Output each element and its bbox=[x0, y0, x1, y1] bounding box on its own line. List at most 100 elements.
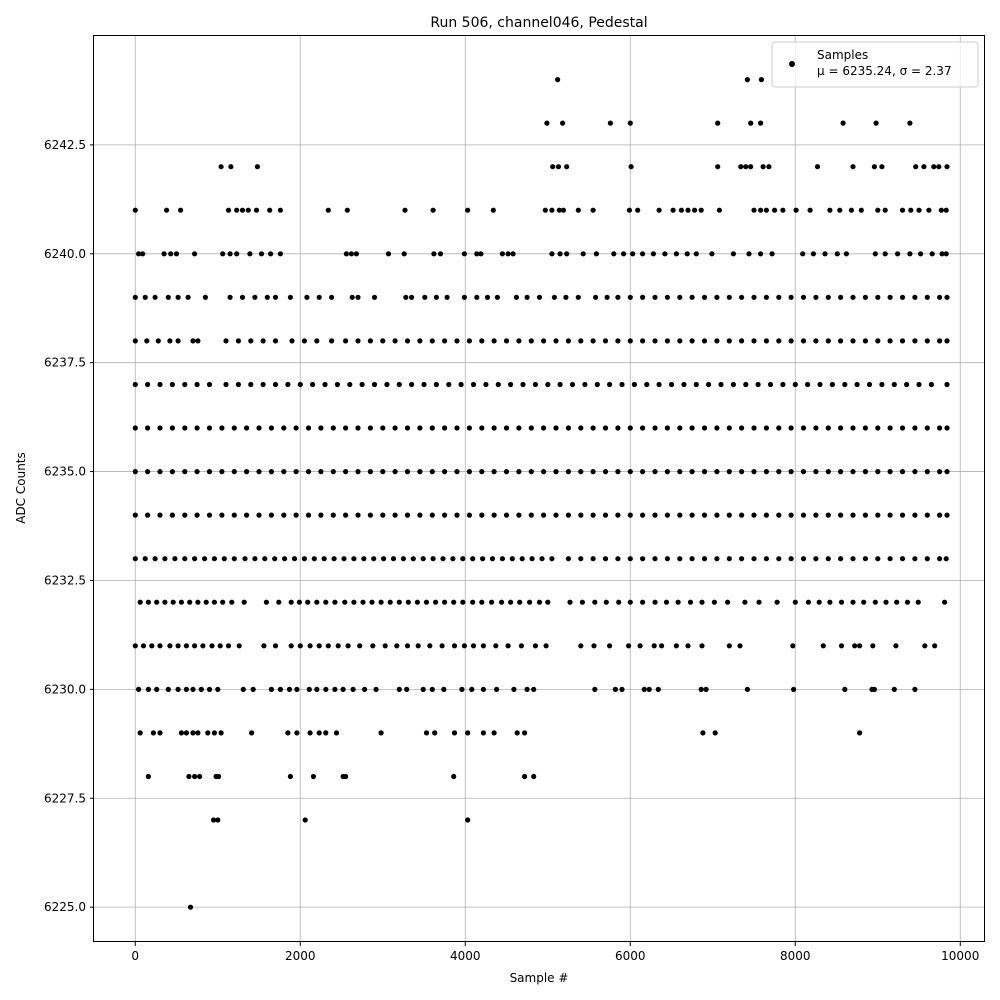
data-point bbox=[716, 207, 723, 213]
data-point bbox=[887, 294, 893, 300]
data-point bbox=[277, 207, 283, 213]
data-point bbox=[739, 338, 745, 344]
data-point bbox=[899, 512, 906, 518]
legend-marker bbox=[789, 61, 795, 67]
data-point bbox=[343, 512, 349, 518]
data-point bbox=[626, 207, 633, 213]
data-point bbox=[316, 643, 322, 649]
data-point bbox=[169, 469, 175, 475]
data-point bbox=[297, 381, 303, 388]
data-point bbox=[461, 251, 467, 257]
data-point bbox=[169, 381, 175, 388]
data-point bbox=[433, 294, 439, 300]
data-point bbox=[541, 425, 547, 431]
data-point bbox=[924, 469, 930, 475]
data-point bbox=[252, 294, 258, 300]
data-point bbox=[912, 425, 918, 431]
data-point bbox=[409, 381, 415, 388]
data-point bbox=[916, 381, 922, 388]
data-point bbox=[178, 599, 184, 605]
data-point bbox=[394, 643, 400, 649]
data-point bbox=[840, 120, 846, 126]
data-point bbox=[937, 338, 943, 344]
data-point bbox=[615, 469, 621, 475]
data-point bbox=[142, 294, 148, 300]
data-point bbox=[454, 512, 460, 518]
data-point bbox=[491, 512, 497, 518]
data-point bbox=[248, 381, 254, 388]
data-point bbox=[465, 730, 471, 736]
data-point bbox=[820, 643, 826, 649]
data-point bbox=[763, 207, 770, 213]
data-point bbox=[850, 599, 856, 605]
data-point bbox=[439, 643, 445, 649]
y-tick-label: 6237.5 bbox=[44, 356, 86, 370]
data-point bbox=[442, 512, 448, 518]
data-point bbox=[739, 556, 745, 562]
data-point bbox=[640, 469, 646, 475]
data-point bbox=[825, 425, 831, 431]
data-point bbox=[429, 469, 435, 475]
data-point bbox=[145, 381, 151, 388]
data-point bbox=[726, 512, 732, 518]
data-point bbox=[701, 512, 708, 518]
data-point bbox=[314, 686, 320, 693]
data-point bbox=[310, 773, 316, 780]
data-point bbox=[234, 207, 240, 213]
data-point bbox=[350, 686, 356, 693]
y-tick-label: 6225.0 bbox=[44, 900, 86, 914]
data-point bbox=[260, 381, 266, 388]
data-point bbox=[872, 251, 878, 257]
data-point bbox=[776, 425, 782, 431]
data-point bbox=[387, 599, 393, 605]
data-point bbox=[343, 469, 349, 475]
data-point bbox=[454, 425, 460, 431]
data-point bbox=[700, 730, 706, 736]
data-point bbox=[293, 469, 299, 475]
data-point bbox=[681, 381, 687, 388]
data-point bbox=[231, 425, 237, 431]
y-axis-ticks: 6225.0 6227.5 6230.0 6232.5 6235.0 6237.5 6240… bbox=[44, 138, 94, 914]
data-point bbox=[479, 512, 485, 518]
data-point bbox=[437, 251, 444, 257]
data-point bbox=[817, 381, 823, 388]
data-point bbox=[343, 425, 349, 431]
data-point bbox=[875, 338, 881, 344]
data-point bbox=[627, 512, 633, 518]
data-point bbox=[195, 338, 201, 344]
data-point bbox=[640, 338, 646, 344]
data-point bbox=[857, 643, 863, 649]
data-point bbox=[235, 381, 241, 388]
data-point bbox=[626, 643, 632, 649]
data-point bbox=[921, 164, 927, 170]
data-point bbox=[373, 686, 379, 693]
data-point bbox=[351, 599, 357, 605]
data-point bbox=[195, 730, 201, 736]
data-point bbox=[489, 599, 495, 605]
data-point bbox=[219, 469, 225, 475]
data-point bbox=[805, 599, 812, 605]
data-point bbox=[329, 294, 335, 300]
data-point bbox=[937, 425, 943, 431]
data-point bbox=[737, 643, 743, 649]
data-point bbox=[838, 556, 844, 562]
data-point bbox=[318, 469, 324, 475]
data-point bbox=[807, 207, 813, 213]
data-point bbox=[825, 294, 831, 300]
data-point bbox=[792, 599, 798, 605]
data-point bbox=[739, 469, 745, 475]
data-point bbox=[220, 251, 226, 257]
data-point bbox=[335, 643, 341, 649]
legend-stats: μ = 6235.24, σ = 2.37 bbox=[817, 64, 952, 78]
data-point bbox=[664, 512, 671, 518]
data-point bbox=[627, 338, 633, 344]
data-point bbox=[429, 686, 435, 693]
data-point bbox=[322, 381, 328, 388]
data-point bbox=[396, 381, 402, 388]
data-point bbox=[261, 643, 267, 649]
data-point bbox=[714, 512, 720, 518]
data-point bbox=[225, 643, 232, 649]
data-point bbox=[522, 773, 528, 780]
data-point bbox=[873, 120, 879, 126]
data-point bbox=[430, 207, 436, 213]
